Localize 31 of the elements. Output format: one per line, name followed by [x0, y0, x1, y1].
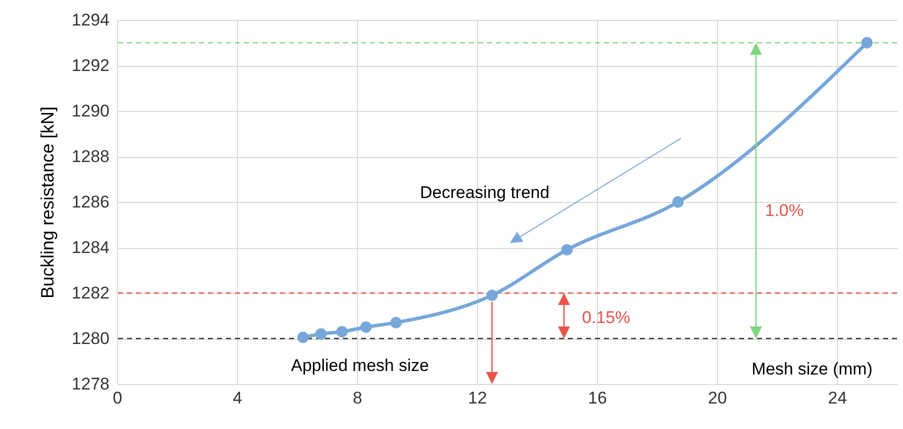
y-tick-label: 1282	[72, 284, 110, 302]
point	[861, 37, 873, 48]
y-axis-title: Buckling resistance [kN]	[38, 106, 58, 299]
point	[315, 328, 327, 340]
y-tick-label: 1288	[72, 147, 110, 166]
x-tick-label: 16	[588, 388, 607, 408]
point	[336, 326, 348, 338]
x-tick-label: 12	[468, 388, 487, 408]
y-tick-label: 1278	[72, 374, 110, 394]
y-tick-label: 1290	[72, 102, 110, 120]
y-tick-label: 1286	[72, 192, 110, 212]
x-tick-label: 24	[828, 388, 847, 408]
y-tick-label: 1280	[72, 329, 110, 348]
point	[297, 332, 309, 344]
point	[561, 244, 573, 256]
x-tick-label: 20	[708, 388, 727, 408]
point	[390, 316, 402, 328]
point	[486, 290, 498, 301]
y-tick-label: 1284	[72, 238, 110, 257]
annotation: 0.15%	[582, 308, 630, 328]
x-tick-label: 8	[352, 388, 362, 408]
x-tick-label: 0	[112, 388, 122, 408]
x-tick-label: 4	[232, 388, 242, 408]
annotation: Applied mesh size	[291, 356, 429, 375]
y-tick-label: 1292	[72, 56, 110, 75]
annotation: 1.0%	[765, 201, 804, 220]
point	[360, 321, 372, 333]
point	[672, 196, 684, 208]
annotation: Decreasing trend	[420, 182, 550, 202]
y-tick-label: 1294	[72, 10, 110, 30]
x-axis-title: Mesh size (mm)	[752, 360, 872, 378]
